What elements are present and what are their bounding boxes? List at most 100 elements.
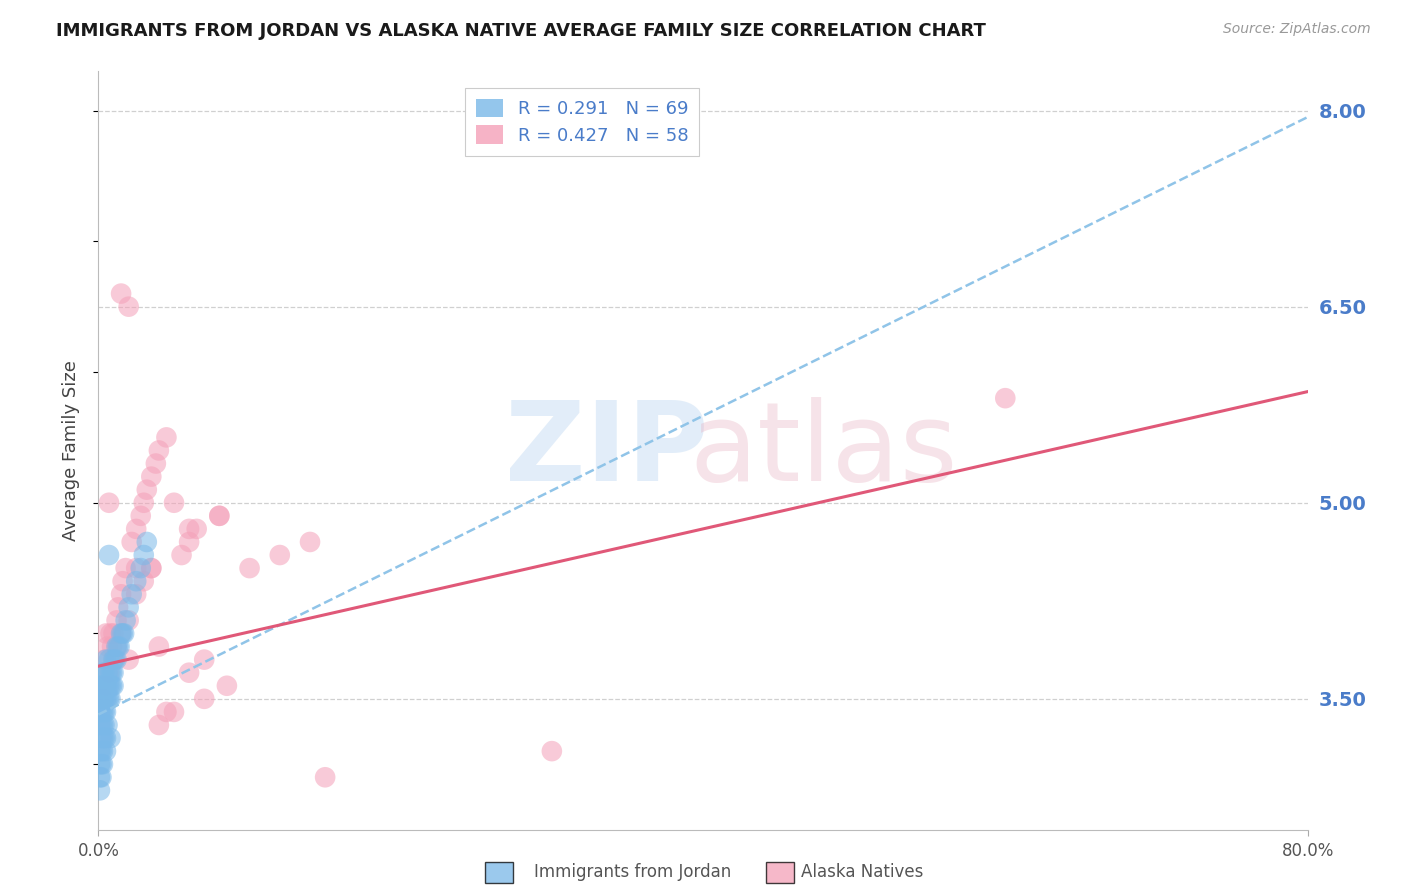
Legend: R = 0.291   N = 69, R = 0.427   N = 58: R = 0.291 N = 69, R = 0.427 N = 58 [465, 88, 699, 155]
Point [96, 691, 118, 706]
Point [193, 691, 215, 706]
Point [96, 665, 118, 680]
Point [91, 691, 114, 706]
Point [110, 286, 132, 301]
Point [179, 522, 201, 536]
Point [114, 561, 136, 575]
Point [141, 561, 163, 575]
Point [129, 561, 152, 575]
Point [94, 731, 117, 745]
Point [98, 496, 121, 510]
Point [91, 665, 114, 680]
Point [89, 691, 111, 706]
Point [125, 587, 148, 601]
Point [110, 626, 132, 640]
Point [193, 652, 215, 666]
Point [111, 574, 134, 589]
Point [125, 574, 148, 589]
Point [105, 640, 128, 654]
Point [208, 508, 231, 523]
Point [107, 640, 129, 654]
Point [93, 718, 115, 732]
Point [163, 705, 186, 719]
Point [314, 770, 336, 784]
Point [90, 731, 112, 745]
Point [105, 652, 128, 666]
Point [100, 679, 122, 693]
Point [96, 718, 118, 732]
Point [110, 587, 132, 601]
Point [100, 691, 122, 706]
Point [118, 300, 141, 314]
Point [239, 561, 262, 575]
Point [93, 691, 115, 706]
Point [94, 705, 117, 719]
Point [90, 744, 112, 758]
Point [132, 496, 155, 510]
Point [103, 652, 125, 666]
Point [101, 679, 124, 693]
Point [121, 587, 143, 601]
Point [89, 757, 111, 772]
Point [103, 652, 125, 666]
Point [269, 548, 291, 562]
Point [100, 665, 122, 680]
Point [98, 679, 121, 693]
Point [163, 496, 186, 510]
Text: ZIP: ZIP [505, 397, 709, 504]
Point [90, 691, 112, 706]
Point [93, 679, 115, 693]
Point [108, 640, 131, 654]
Point [179, 665, 201, 680]
Point [91, 679, 114, 693]
Point [170, 548, 193, 562]
Point [90, 705, 112, 719]
Point [91, 691, 114, 706]
Point [94, 652, 117, 666]
Point [89, 679, 111, 693]
Point [89, 770, 111, 784]
Point [105, 640, 128, 654]
Point [94, 626, 117, 640]
Point [90, 718, 112, 732]
Text: atlas: atlas [690, 397, 957, 504]
Point [96, 640, 118, 654]
Point [94, 744, 117, 758]
Point [112, 626, 135, 640]
Point [90, 757, 112, 772]
Point [93, 665, 115, 680]
Point [155, 430, 177, 444]
Point [89, 744, 111, 758]
Point [111, 626, 134, 640]
Point [141, 469, 163, 483]
Point [91, 718, 114, 732]
Point [101, 665, 124, 680]
Point [96, 679, 118, 693]
Point [121, 535, 143, 549]
Y-axis label: Average Family Size: Average Family Size [62, 360, 80, 541]
Point [155, 705, 177, 719]
Point [129, 508, 152, 523]
Point [148, 718, 170, 732]
Point [103, 665, 125, 680]
Point [89, 783, 111, 797]
Point [93, 652, 115, 666]
Point [90, 679, 112, 693]
Point [105, 614, 128, 628]
Point [135, 483, 157, 497]
Point [91, 705, 114, 719]
Point [145, 457, 167, 471]
Point [299, 535, 322, 549]
Point [93, 705, 115, 719]
Point [107, 600, 129, 615]
Point [118, 614, 141, 628]
Point [103, 626, 125, 640]
Point [94, 679, 117, 693]
Point [89, 718, 111, 732]
Point [114, 614, 136, 628]
Point [89, 705, 111, 719]
Text: Alaska Natives: Alaska Natives [801, 863, 924, 881]
Point [208, 508, 231, 523]
Point [118, 600, 141, 615]
Point [101, 640, 124, 654]
